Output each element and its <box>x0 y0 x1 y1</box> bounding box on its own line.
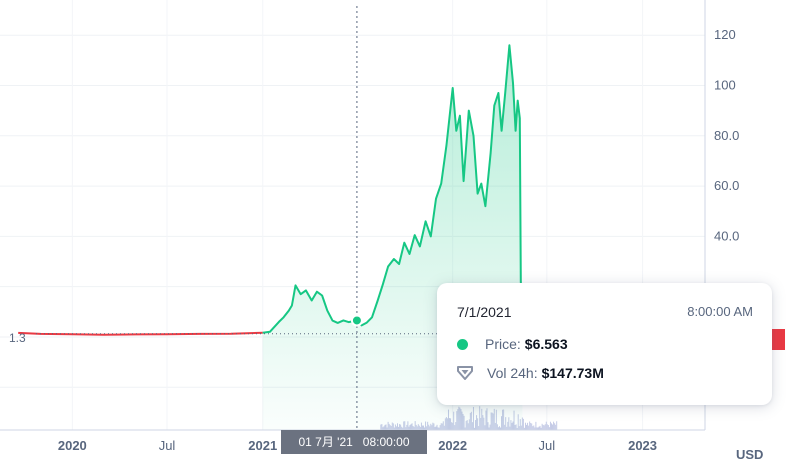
volume-bar <box>545 421 547 430</box>
x-tick-label: Jul <box>539 438 556 453</box>
volume-bar <box>555 424 557 430</box>
crosshair-point <box>350 314 363 327</box>
volume-bar <box>530 422 532 430</box>
volume-bar <box>534 427 536 430</box>
green-dot-icon <box>457 338 468 350</box>
volume-bar <box>524 422 526 430</box>
volume-bar <box>556 421 558 430</box>
volume-bar <box>548 427 550 430</box>
x-tick-label: 2020 <box>58 438 87 453</box>
tooltip-volume-value: $147.73M <box>541 365 604 381</box>
volume-bar <box>538 426 540 430</box>
volume-bar <box>526 424 528 430</box>
x-tick-label: 2022 <box>438 438 467 453</box>
tooltip-price-label: Price: <box>485 336 521 352</box>
x-tick-label: 2023 <box>628 438 657 453</box>
y-tick-label: 40.0 <box>714 228 739 243</box>
volume-bar <box>527 422 529 430</box>
volume-bar <box>523 427 525 430</box>
volume-bar <box>532 426 534 430</box>
reference-value-label: 1.3 <box>9 331 26 345</box>
volume-bar <box>552 424 554 430</box>
last-price-marker <box>772 329 785 350</box>
volume-bar <box>537 427 539 430</box>
volume-bar <box>546 424 548 430</box>
volume-bar <box>522 418 524 430</box>
volume-bar <box>543 425 545 430</box>
currency-unit-label: USD <box>736 447 764 462</box>
y-tick-label: 60.0 <box>714 178 739 193</box>
volume-bar <box>528 425 530 430</box>
price-line-up <box>262 44 524 334</box>
volume-bar <box>531 423 533 430</box>
volume-bar <box>540 427 542 430</box>
volume-bar <box>554 423 556 430</box>
tooltip-time: 8:00:00 AM <box>687 304 753 319</box>
volume-bar <box>549 421 551 430</box>
volume-bar <box>550 423 552 430</box>
tooltip-date: 7/1/2021 <box>457 304 512 320</box>
volume-bar <box>535 421 537 430</box>
volume-bar <box>542 424 544 430</box>
volume-bar <box>539 425 541 430</box>
volume-bar <box>536 427 538 430</box>
volume-bar <box>529 421 531 430</box>
volume-bar <box>544 424 546 430</box>
volume-bar <box>553 421 555 430</box>
volume-shield-icon <box>457 366 473 380</box>
tooltip-volume-row: Vol 24h: $147.73M <box>457 365 604 381</box>
tooltip-price-value: $6.563 <box>524 336 568 352</box>
x-axis-ticks: 2020 Jul 2021 2022 Jul 2023 <box>58 438 657 453</box>
y-tick-label: 120 <box>714 27 736 42</box>
y-tick-label: 100 <box>714 77 736 92</box>
tooltip-volume-label: Vol 24h: <box>487 365 538 381</box>
price-tooltip: 7/1/2021 8:00:00 AM Price: $6.563 Vol 24… <box>437 283 772 405</box>
volume-bar <box>533 425 535 430</box>
volume-bar <box>541 423 543 430</box>
tooltip-price-row: Price: $6.563 <box>457 336 568 352</box>
y-axis-ticks: 40.0 60.0 80.0 100 120 <box>714 27 739 243</box>
x-tick-label: 2021 <box>248 438 277 453</box>
crosshair-date-label: 01 7月 '21 08:00:00 <box>281 430 427 454</box>
volume-bar <box>547 425 549 430</box>
y-tick-label: 80.0 <box>714 128 739 143</box>
x-tick-label: Jul <box>159 438 176 453</box>
